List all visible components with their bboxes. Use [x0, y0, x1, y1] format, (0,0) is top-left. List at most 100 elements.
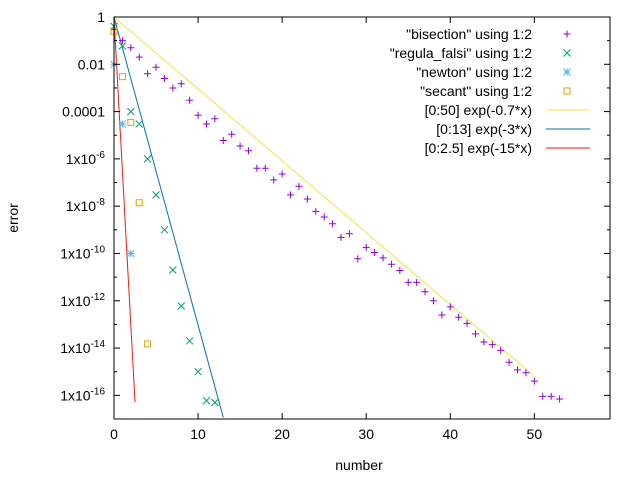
point-series-3-point — [126, 249, 135, 258]
point-series-2-point — [143, 155, 152, 163]
legend-label: [0:50] exp(-0.7*x) — [425, 102, 532, 118]
legend-label: [0:2.5] exp(-15*x) — [425, 140, 532, 156]
point-series-1-point — [144, 70, 152, 78]
point-series-1-point — [135, 53, 143, 61]
point-series-2-point — [118, 42, 127, 50]
legend-label: [0:13] exp(-3*x) — [436, 121, 532, 137]
x-tick-label: 50 — [527, 426, 543, 442]
function-line-2 — [113, 16, 224, 418]
point-series-2-point — [126, 107, 135, 116]
point-series-1-point — [295, 182, 303, 190]
function-line-1 — [113, 16, 535, 377]
x-tick-label: 20 — [274, 426, 290, 442]
point-series-2-point — [168, 266, 177, 274]
point-series-1-point — [429, 297, 437, 305]
x-tick-label: 10 — [190, 426, 206, 442]
y-tick-label: 0.01 — [78, 56, 105, 72]
point-series-1-point — [455, 313, 463, 321]
point-series-1-point — [522, 369, 530, 377]
point-series-4-point — [127, 118, 135, 126]
point-series-1-point — [312, 207, 320, 215]
legend-label: "secant" using 1:2 — [420, 83, 532, 99]
point-series-2-point — [160, 225, 169, 234]
point-series-1-point — [413, 278, 421, 286]
point-series-1-point — [329, 220, 337, 228]
point-series-1-point — [421, 288, 429, 296]
point-series-1-point — [480, 338, 488, 346]
point-series-1-point — [345, 230, 353, 238]
legend-marker — [563, 68, 571, 76]
point-series-1-point — [463, 319, 471, 327]
point-series-1-point — [379, 254, 387, 262]
point-series-1-point — [194, 111, 202, 119]
point-series-1-point — [471, 330, 479, 338]
point-series-1-point — [228, 130, 236, 138]
point-series-1-point — [396, 267, 404, 275]
point-series-1-point — [261, 164, 269, 172]
point-series-1-point — [270, 176, 278, 184]
point-series-1-point — [127, 44, 135, 52]
point-series-2-point — [152, 191, 160, 199]
point-series-1-point — [236, 142, 244, 150]
legend-label: "newton" using 1:2 — [416, 64, 532, 80]
point-series-2-point — [185, 337, 194, 345]
point-series-1-point — [404, 278, 412, 286]
legend-marker — [563, 87, 571, 95]
point-series-4-point — [135, 199, 143, 207]
point-series-1-point — [556, 395, 564, 403]
x-tick-label: 0 — [110, 426, 118, 442]
point-series-1-point — [160, 75, 168, 83]
plot-frame — [113, 16, 611, 420]
y-tick-label: 1x10-10 — [60, 244, 105, 261]
y-tick-label: 1x10-12 — [60, 292, 105, 309]
y-axis-label: error — [5, 203, 21, 233]
point-series-1-point — [387, 260, 395, 268]
point-series-1-point — [497, 346, 505, 354]
point-series-4-point — [144, 340, 152, 348]
point-series-1-point — [547, 392, 555, 400]
point-series-1-point — [514, 366, 522, 374]
point-series-1-point — [362, 243, 370, 251]
y-tick-label: 1x10-6 — [66, 150, 106, 167]
point-series-1-point — [488, 341, 496, 349]
function-line-3 — [113, 16, 136, 403]
point-series-1-point — [287, 191, 295, 199]
point-series-1-point — [337, 233, 345, 241]
point-series-2-point — [177, 302, 186, 310]
point-series-1-point — [530, 377, 538, 385]
legend-label: "bisection" using 1:2 — [406, 26, 532, 42]
y-tick-label: 1x10-8 — [66, 197, 106, 214]
legend-label: "regula_falsi" using 1:2 — [390, 45, 532, 61]
y-tick-label: 1 — [97, 9, 105, 25]
point-series-2-point — [194, 367, 202, 376]
point-series-1-point — [186, 96, 194, 104]
point-series-1-point — [177, 80, 185, 88]
x-tick-label: 40 — [442, 426, 458, 442]
point-series-2-point — [135, 120, 144, 128]
point-series-1-point — [152, 63, 160, 71]
point-series-1-point — [446, 303, 454, 311]
point-series-1-point — [253, 164, 261, 172]
point-series-1-point — [539, 392, 547, 400]
x-tick-label: 30 — [358, 426, 374, 442]
legend-marker — [563, 30, 571, 38]
point-series-1-point — [278, 170, 286, 178]
point-series-1-point — [245, 147, 253, 155]
point-series-4-point — [118, 73, 126, 81]
y-tick-label: 0.0001 — [62, 104, 105, 120]
y-tick-label: 1x10-16 — [60, 386, 105, 403]
point-series-1-point — [438, 311, 446, 319]
point-series-1-point — [202, 120, 210, 128]
legend-marker — [563, 49, 571, 57]
point-series-1-point — [118, 37, 126, 45]
point-series-2-point — [202, 396, 211, 405]
point-series-1-point — [219, 136, 227, 144]
point-series-1-point — [371, 248, 379, 256]
point-series-1-point — [169, 84, 177, 92]
point-series-3-point — [118, 120, 127, 128]
x-axis-label: number — [335, 457, 383, 473]
point-series-1-point — [320, 213, 328, 221]
point-series-1-point — [505, 358, 513, 366]
point-series-2-point — [211, 398, 219, 407]
